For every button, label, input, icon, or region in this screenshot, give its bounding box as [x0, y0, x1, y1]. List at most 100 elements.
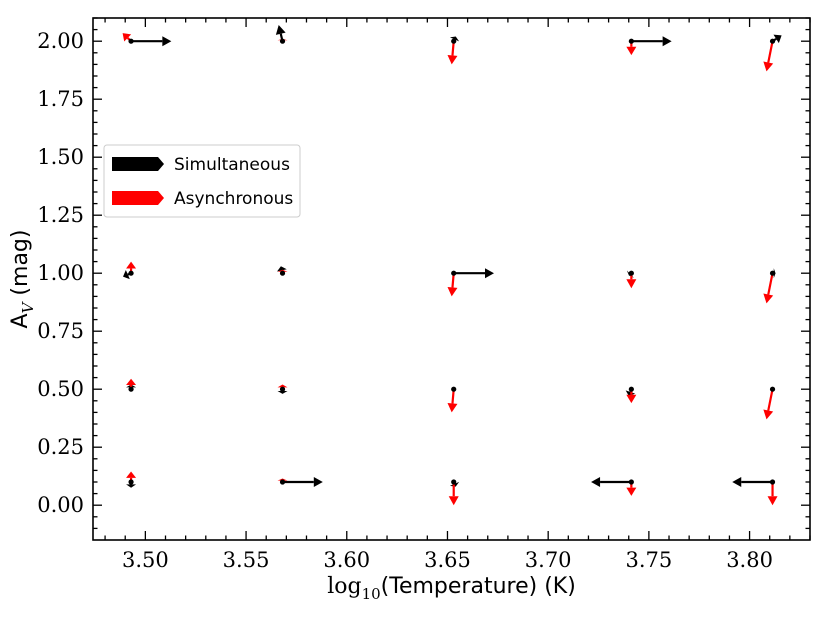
data-point — [451, 38, 457, 44]
simultaneous-arrow-head — [591, 477, 601, 487]
data-point — [279, 270, 286, 276]
asynchronous-arrow — [763, 40, 774, 72]
asynchronous-arrow-shaft — [767, 272, 774, 295]
asynchronous-arrow — [763, 272, 774, 304]
data-point — [128, 479, 134, 485]
y-tick-label: 1.00 — [37, 261, 84, 285]
data-point — [628, 479, 634, 485]
simultaneous-arrow-head — [277, 391, 288, 394]
simultaneous-arrow-head — [732, 477, 742, 487]
simultaneous-arrow — [732, 477, 773, 487]
data-point — [769, 386, 776, 392]
x-axis-label-rest: (Temperature) (K) — [381, 574, 576, 599]
data-point — [769, 479, 776, 485]
x-axis-label-sub: 10 — [362, 585, 381, 603]
simultaneous-arrow — [282, 477, 323, 487]
simultaneous-arrow-head — [275, 24, 286, 35]
y-tick-label: 1.50 — [37, 145, 84, 169]
simultaneous-arrow-head — [662, 36, 672, 47]
asynchronous-arrow-head — [448, 496, 459, 506]
asynchronous-arrow-head — [126, 471, 137, 478]
data-point — [769, 38, 776, 44]
simultaneous-arrow-head — [123, 270, 130, 280]
data-point — [628, 38, 634, 44]
asynchronous-arrow-head — [447, 55, 458, 65]
asynchronous-arrow-head — [763, 293, 774, 304]
x-tick-label: 3.80 — [726, 548, 773, 572]
asynchronous-arrow-head — [126, 378, 137, 386]
data-point — [628, 386, 634, 392]
axis-ticks: 3.50 3.55 3.60 3.65 3.70 3.75 3.80 0.00 0.25 0.50… — [37, 17, 811, 572]
asynchronous-arrow-head — [122, 33, 132, 42]
asynchronous-arrow-head — [626, 394, 637, 404]
data-point — [128, 386, 134, 392]
simultaneous-arrow — [131, 36, 172, 47]
asynchronous-arrow-shaft — [767, 388, 774, 411]
asynchronous-arrow-head — [447, 287, 458, 297]
x-tick-label: 3.55 — [223, 548, 270, 572]
x-tick-label: 3.70 — [525, 548, 572, 572]
y-tick-label: 1.75 — [37, 87, 84, 111]
x-tick-label: 3.60 — [323, 548, 370, 572]
asynchronous-arrow-head — [277, 384, 288, 388]
y-axis-label-prefix: A — [8, 313, 33, 328]
simultaneous-arrow-head — [126, 484, 137, 488]
asynchronous-arrow — [447, 389, 458, 413]
asynchronous-arrow-head — [626, 46, 637, 56]
simultaneous-arrow — [631, 36, 672, 47]
simultaneous-arrow-head — [313, 477, 323, 487]
data-marks — [122, 24, 782, 506]
legend-swatch-simultaneous — [112, 157, 164, 171]
data-point — [451, 479, 457, 485]
y-tick-label: 0.00 — [37, 493, 84, 517]
legend-label-simultaneous: Simultaneous — [174, 155, 290, 175]
asynchronous-arrow-head — [626, 279, 637, 289]
data-point — [451, 386, 457, 392]
asynchronous-arrow — [763, 388, 774, 420]
data-point — [279, 479, 286, 485]
data-point — [279, 38, 286, 44]
x-tick-label: 3.50 — [122, 548, 169, 572]
data-point — [128, 38, 134, 44]
asynchronous-arrow — [767, 482, 778, 506]
simultaneous-arrow-head — [162, 36, 172, 47]
asynchronous-arrow-shaft — [767, 40, 774, 63]
simultaneous-arrow-head — [277, 266, 287, 272]
y-axis-label: AV (mag) — [8, 230, 37, 329]
asynchronous-arrow — [447, 41, 458, 65]
data-point — [628, 270, 634, 276]
data-point — [451, 270, 457, 276]
simultaneous-arrow-head — [484, 268, 494, 279]
simultaneous-arrow — [453, 268, 494, 279]
data-point — [128, 270, 134, 276]
asynchronous-arrow-head — [767, 496, 778, 506]
asynchronous-arrow-head — [626, 487, 637, 496]
y-axis-label-sub: V — [19, 300, 37, 313]
simultaneous-arrow — [591, 477, 632, 487]
simultaneous-arrow-head — [773, 34, 782, 44]
y-tick-label: 0.50 — [37, 377, 84, 401]
y-tick-label: 0.75 — [37, 319, 84, 343]
asynchronous-arrow-head — [447, 403, 458, 413]
legend-swatch-asynchronous — [112, 191, 164, 205]
legend-label-asynchronous: Asynchronous — [174, 189, 293, 209]
x-tick-label: 3.65 — [424, 548, 471, 572]
data-point — [279, 386, 286, 392]
x-axis-label-prefix: log — [327, 574, 361, 599]
simultaneous-arrow — [275, 24, 286, 42]
asynchronous-arrow-head — [763, 409, 774, 420]
x-axis-label: log10(Temperature) (K) — [327, 574, 576, 603]
y-tick-label: 0.25 — [37, 435, 84, 459]
x-tick-label: 3.75 — [625, 548, 672, 572]
asynchronous-arrow-head — [126, 261, 137, 269]
legend: Simultaneous Asynchronous — [103, 144, 301, 218]
asynchronous-arrow-head — [763, 61, 774, 72]
y-tick-label: 1.25 — [37, 203, 84, 227]
data-point — [769, 270, 776, 276]
y-tick-label: 2.00 — [37, 29, 84, 53]
plot-frame — [92, 17, 811, 541]
asynchronous-arrow — [447, 273, 458, 297]
asynchronous-arrow — [448, 482, 459, 506]
y-axis-label-rest: (mag) — [8, 230, 33, 303]
